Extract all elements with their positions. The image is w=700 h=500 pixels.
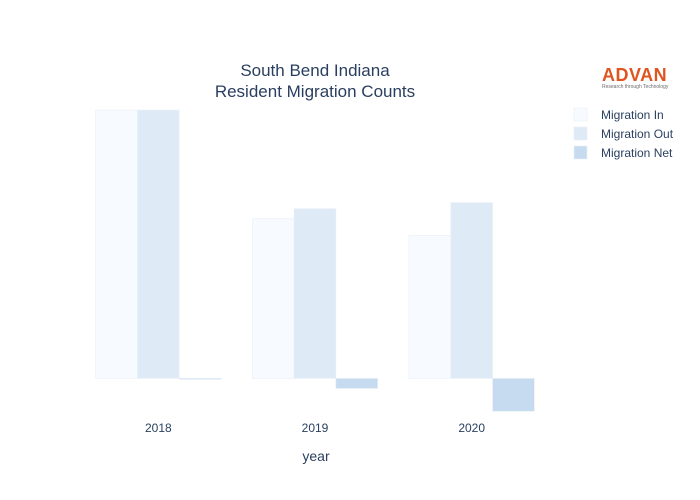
- bar-migration-out-2018[interactable]: [137, 109, 180, 379]
- x-tick-label: 2019: [302, 421, 329, 435]
- x-axis-ticks: 2018 2019 2020: [145, 421, 485, 435]
- logo-wordmark: ADVAN: [602, 65, 668, 85]
- plot-area: [95, 109, 535, 412]
- legend-item-migration-out[interactable]: Migration Out: [573, 126, 674, 141]
- legend-item-migration-in[interactable]: Migration In: [573, 107, 664, 122]
- x-tick-label: 2018: [145, 421, 172, 435]
- bar-migration-in-2019[interactable]: [252, 218, 295, 379]
- logo-tagline: Research through Technology: [602, 84, 669, 90]
- bar-migration-net-2018[interactable]: [178, 378, 222, 380]
- legend-label: Migration Net: [601, 146, 673, 160]
- bar-migration-in-2018[interactable]: [95, 109, 138, 379]
- chart-title-line-1: South Bend Indiana: [240, 61, 390, 80]
- bar-migration-net-2019[interactable]: [335, 378, 378, 389]
- bar-migration-out-2019[interactable]: [293, 208, 337, 379]
- bar-migration-in-2020[interactable]: [408, 235, 452, 379]
- legend-item-migration-net[interactable]: Migration Net: [573, 145, 673, 160]
- chart-title-line-2: Resident Migration Counts: [215, 82, 415, 101]
- legend[interactable]: Migration In Migration Out Migration Net: [573, 107, 674, 160]
- x-axis-title: year: [302, 448, 330, 464]
- legend-label: Migration In: [601, 108, 664, 122]
- bar-migration-out-2020[interactable]: [450, 202, 493, 379]
- legend-label: Migration Out: [601, 127, 674, 141]
- advan-logo: ADVAN Research through Technology: [602, 66, 674, 90]
- legend-swatch: [573, 126, 588, 141]
- x-tick-label: 2020: [458, 421, 485, 435]
- bar-migration-net-2020[interactable]: [492, 378, 535, 412]
- chart-title: South Bend Indiana Resident Migration Co…: [215, 61, 415, 101]
- legend-swatch: [573, 145, 588, 160]
- legend-swatch: [573, 107, 588, 122]
